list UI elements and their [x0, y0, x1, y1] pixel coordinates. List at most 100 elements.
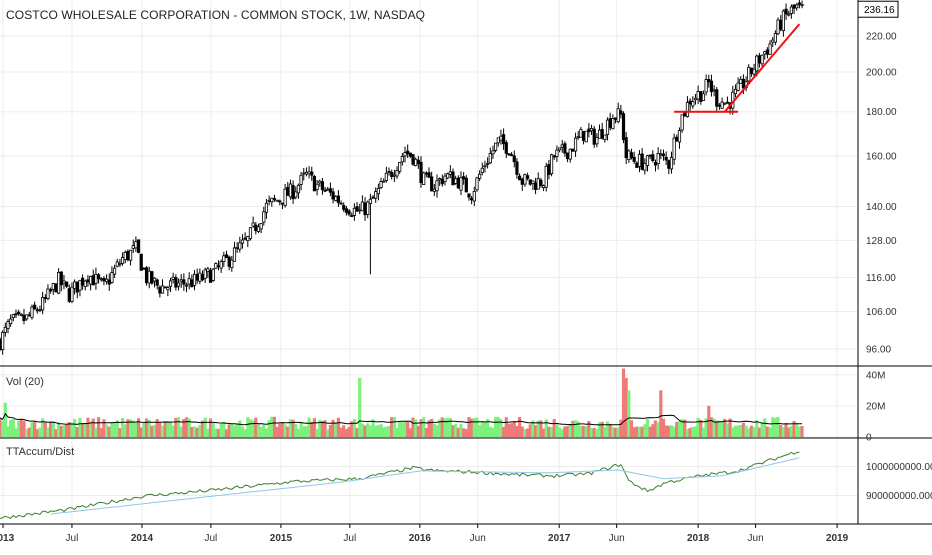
volume-bar [110, 422, 114, 437]
candle-body [240, 239, 245, 244]
time-tick-label: 2014 [131, 533, 154, 544]
volume-bar [683, 419, 687, 437]
candle-body [656, 153, 660, 165]
volume-bar [350, 421, 354, 437]
candle-body [480, 167, 484, 173]
volume-bar [182, 418, 186, 437]
candle-body [206, 268, 210, 273]
volume-bar [283, 424, 287, 437]
volume-bar [307, 417, 311, 437]
volume-bar [198, 424, 202, 437]
volume-bar [715, 420, 719, 437]
candle-body [38, 309, 42, 312]
candle-body [416, 159, 420, 165]
volume-bar [75, 427, 79, 437]
candle-body [787, 13, 791, 16]
candle-body [368, 198, 372, 204]
candle-body [659, 153, 663, 156]
candle-body [198, 272, 202, 282]
candle-body [328, 188, 333, 193]
candle-body [685, 102, 690, 117]
volume-bar [688, 427, 692, 437]
volume-bar [254, 417, 258, 437]
candle-body [304, 171, 309, 175]
candle-body [664, 156, 668, 161]
volume-bar [184, 417, 189, 437]
candle-body [299, 174, 303, 185]
candle-body [635, 162, 639, 168]
volume-bar [707, 405, 711, 437]
volume-bar [96, 417, 101, 437]
candle-body [315, 183, 319, 190]
volume-bar [739, 424, 743, 437]
time-tick-label: 2019 [826, 533, 849, 544]
volume-bar [528, 424, 532, 437]
candle-body [22, 314, 26, 321]
volume-bar [494, 417, 498, 437]
volume-bar [270, 416, 274, 437]
volume-bar [49, 421, 53, 437]
volume-bar [467, 416, 471, 437]
candle-body [358, 209, 362, 212]
candle-body [283, 188, 287, 206]
time-tick-label: Jun [470, 533, 486, 544]
volume-bar [704, 418, 708, 437]
volume-bar [491, 427, 495, 437]
candle-body [523, 174, 527, 185]
volume-bar [134, 421, 138, 437]
volume-bar [88, 421, 93, 437]
candle-body [88, 276, 93, 285]
volume-bar [147, 420, 151, 437]
candle-body [446, 173, 450, 179]
candle-body [27, 314, 31, 317]
candle-body [83, 280, 87, 287]
volume-bar [59, 425, 63, 437]
volume-bar [624, 377, 628, 437]
candle-body [571, 148, 575, 152]
volume-bar [757, 427, 762, 437]
volume-bar [315, 428, 319, 437]
volume-bar [573, 420, 578, 437]
trend-line [724, 23, 801, 113]
candle-body [248, 227, 253, 240]
volume-bar [232, 425, 237, 437]
candle-body [128, 249, 133, 261]
candle-body [595, 137, 599, 145]
candle-body [67, 288, 71, 302]
price-tick-label: 220.00 [866, 31, 897, 42]
volume-bar [797, 426, 801, 437]
candle-body [256, 226, 261, 232]
volume-bar [123, 424, 127, 437]
candle-body [763, 51, 767, 55]
candle-body [603, 134, 607, 140]
volume-bar [565, 426, 570, 437]
volume-bar [238, 420, 242, 437]
volume-bar [597, 422, 602, 437]
volume-bar [693, 426, 698, 437]
volume-bar [57, 422, 61, 437]
volume-bar [763, 418, 767, 437]
volume-bar [549, 427, 554, 437]
candle-body [643, 163, 647, 171]
candle-body [392, 174, 396, 177]
volume-bar [115, 420, 119, 437]
candle-body [467, 193, 471, 198]
candle-body [707, 79, 711, 83]
candle-body [691, 101, 695, 107]
candle-body [544, 165, 548, 188]
volume-bar [152, 424, 157, 437]
volume-bar [483, 421, 487, 437]
candle-body [203, 269, 207, 279]
candle-body [406, 150, 410, 155]
volume-bar [171, 425, 175, 437]
volume-bar [256, 424, 261, 437]
candle-body [667, 160, 671, 169]
candle-body [661, 153, 666, 157]
volume-bar [155, 419, 159, 437]
candle-body [251, 222, 255, 227]
candle-body [142, 267, 146, 270]
candle-body [448, 171, 452, 175]
candle-body [733, 88, 738, 95]
candle-body [147, 270, 151, 284]
volume-bar [17, 420, 21, 437]
